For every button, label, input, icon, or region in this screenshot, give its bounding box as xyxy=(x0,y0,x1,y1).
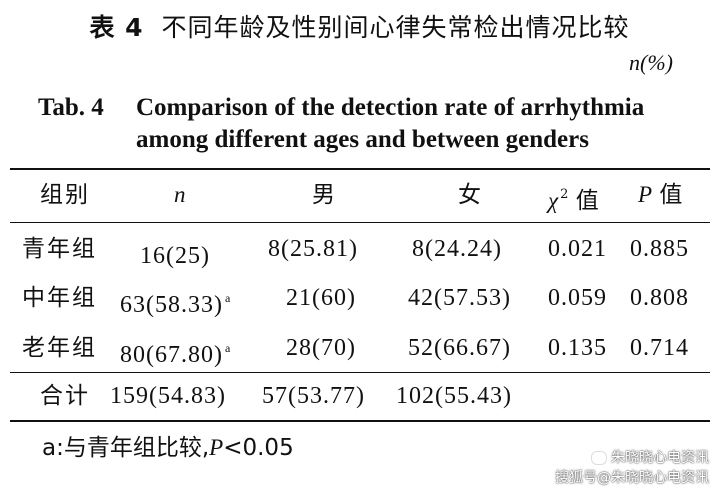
table-number-en: Tab. 4 xyxy=(38,94,104,121)
watermark-line2: 搜狐号@朱晓晓心电资讯 xyxy=(555,470,709,486)
row-p: 0.808 xyxy=(630,285,689,311)
footnote-p-symbol: P xyxy=(209,435,224,460)
p-symbol: P xyxy=(638,182,653,207)
row-male: 8(25.81) xyxy=(268,236,358,262)
table-header-rule xyxy=(10,222,710,223)
table-top-rule xyxy=(10,168,710,170)
table-total-rule xyxy=(10,372,710,373)
chi-symbol: χ xyxy=(548,188,559,213)
header-male: 男 xyxy=(312,182,337,208)
row-group: 老年组 xyxy=(22,335,97,361)
header-n: n xyxy=(174,182,186,207)
title-en-line1: Comparison of the detection rate of arrh… xyxy=(136,94,645,121)
row-n: 63(58.33) a xyxy=(120,291,232,318)
watermark: 朱晓晓心电资讯 搜狐号@朱晓晓心电资讯 xyxy=(555,448,709,488)
p-suffix: 值 xyxy=(659,182,685,208)
row-female: 8(24.24) xyxy=(412,236,502,262)
table-footnote: a:与青年组比较,P<0.05 xyxy=(42,428,294,462)
header-group: 组别 xyxy=(40,182,90,208)
table-bottom-rule xyxy=(10,420,710,422)
title-en-line2: among different ages and between genders xyxy=(136,126,589,153)
row-male: 28(70) xyxy=(286,335,356,361)
row-female: 42(57.53) xyxy=(408,285,511,311)
watermark-line1: 朱晓晓心电资讯 xyxy=(611,450,709,466)
table-title-cn-text: 不同年龄及性别间心律失常检出情况比较 xyxy=(161,13,630,42)
unit-label: n(%) xyxy=(629,50,673,75)
wechat-icon xyxy=(591,451,607,465)
row-group: 青年组 xyxy=(22,236,97,262)
row-p: 0.885 xyxy=(630,236,689,262)
total-female: 102(55.43) xyxy=(396,383,512,409)
header-p-value: P 值 xyxy=(638,180,684,210)
total-male: 57(53.77) xyxy=(262,383,365,409)
row-male: 21(60) xyxy=(286,285,356,311)
row-n: 80(67.80) a xyxy=(120,341,232,368)
footnote-suffix: <0.05 xyxy=(223,435,294,461)
row-n: 16(25) xyxy=(140,243,210,269)
row-chi2: 0.021 xyxy=(548,236,607,262)
header-female: 女 xyxy=(458,182,483,208)
row-p: 0.714 xyxy=(630,335,689,361)
chi-superscript: 2 xyxy=(560,187,569,202)
table-number-cn: 表 4 xyxy=(89,13,144,42)
total-group: 合计 xyxy=(40,383,90,409)
row-female: 52(66.67) xyxy=(408,335,511,361)
row-chi2: 0.059 xyxy=(548,285,607,311)
total-n: 159(54.83) xyxy=(110,383,226,409)
row-chi2: 0.135 xyxy=(548,335,607,361)
footnote-prefix: a:与青年组比较, xyxy=(42,435,210,461)
table-title-en: Tab. 4 Comparison of the detection rate o… xyxy=(38,92,698,156)
row-group: 中年组 xyxy=(22,285,97,311)
chi-suffix: 值 xyxy=(575,188,601,214)
table-title-cn: 表 4 不同年龄及性别间心律失常检出情况比较 xyxy=(0,8,719,44)
